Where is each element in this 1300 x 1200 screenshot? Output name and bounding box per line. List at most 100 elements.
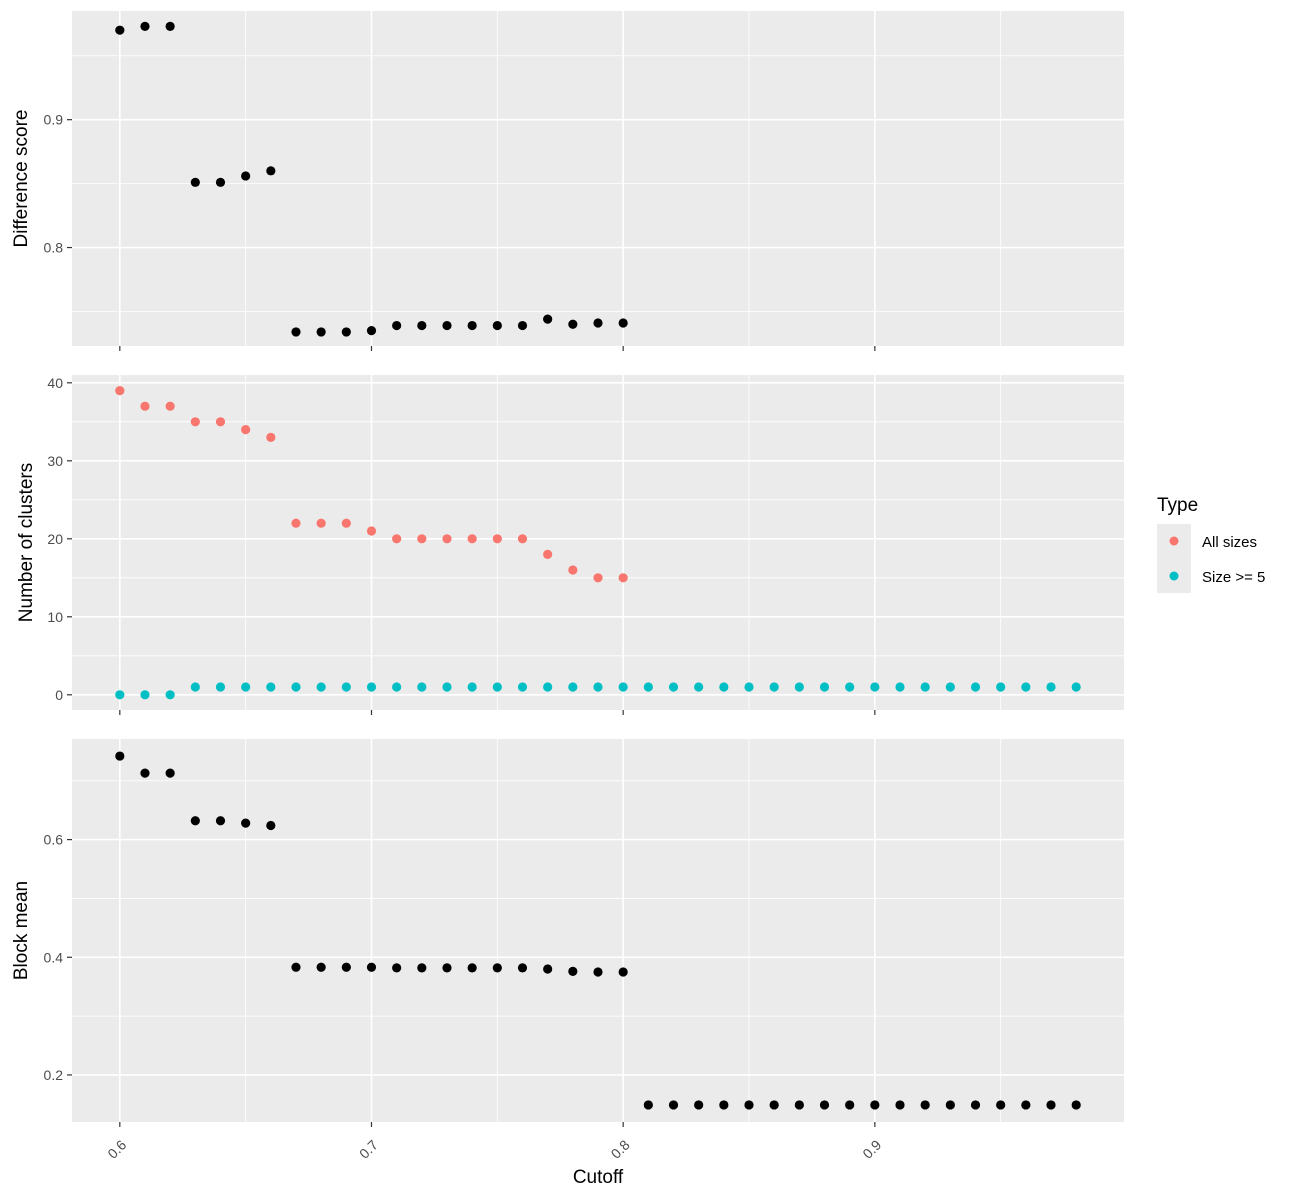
data-point	[392, 534, 402, 544]
data-point	[366, 962, 377, 972]
panel-background	[72, 375, 1124, 710]
data-point	[392, 963, 402, 973]
data-point	[140, 768, 150, 778]
data-point	[392, 682, 402, 692]
y-tick-label: 0.9	[44, 112, 64, 128]
y-tick-label: 40	[47, 375, 63, 391]
data-point	[215, 177, 226, 187]
data-point	[467, 320, 477, 331]
data-point	[115, 690, 125, 700]
series-points	[115, 21, 628, 337]
data-point	[467, 682, 477, 692]
data-point	[517, 320, 528, 331]
data-point	[115, 751, 125, 761]
panel-background	[72, 11, 1124, 346]
data-point	[870, 682, 880, 692]
data-point	[593, 967, 603, 977]
data-point	[719, 1100, 729, 1110]
legend-label-all-sizes: All sizes	[1202, 534, 1257, 551]
panels-layer: 0.8 0.9 Difference score 0 10 20 30 40 Number of…	[11, 11, 1124, 1162]
data-point	[442, 534, 452, 544]
legend: Type All sizes Size >= 5	[1157, 495, 1265, 593]
x-axis-title: Cutoff	[573, 1167, 624, 1188]
data-point	[417, 682, 427, 692]
data-point	[215, 816, 226, 826]
data-point	[1046, 1100, 1056, 1110]
data-point	[341, 327, 351, 337]
data-point	[417, 963, 427, 973]
legend-key-background	[1157, 524, 1191, 593]
data-point	[316, 518, 326, 528]
data-point	[668, 1100, 679, 1110]
data-point	[190, 816, 200, 826]
legend-label-size-5: Size >= 5	[1202, 569, 1265, 586]
data-point	[568, 682, 578, 692]
data-point	[719, 682, 729, 692]
data-point	[291, 682, 301, 692]
data-point	[819, 1100, 830, 1110]
data-point	[467, 534, 477, 544]
data-point	[543, 682, 553, 692]
data-point	[366, 526, 377, 536]
data-point	[895, 682, 905, 692]
y-tick-label: 30	[47, 453, 63, 469]
data-point	[870, 1100, 880, 1110]
data-point	[618, 967, 628, 977]
x-tick-label: 0.6	[104, 1137, 129, 1162]
data-point	[316, 962, 326, 972]
y-tick-label: 0.2	[44, 1067, 64, 1083]
data-point	[517, 963, 528, 973]
data-point	[1071, 1100, 1081, 1110]
y-tick-label: 0	[55, 687, 63, 703]
y-tick-label: 10	[47, 609, 63, 625]
data-point	[970, 682, 981, 692]
data-point	[996, 682, 1006, 692]
y-tick-label: 0.8	[44, 240, 64, 256]
data-point	[920, 1100, 930, 1110]
data-point	[140, 401, 150, 411]
data-point	[618, 573, 628, 583]
data-point	[945, 1100, 955, 1110]
data-point	[618, 682, 628, 692]
y-tick-label: 0.6	[44, 832, 64, 848]
data-point	[794, 682, 804, 692]
data-point	[643, 1100, 653, 1110]
data-point	[165, 690, 175, 700]
data-point	[165, 768, 175, 778]
y-tick-label: 20	[47, 531, 63, 547]
x-tick-label: 0.8	[608, 1137, 633, 1162]
data-point	[241, 171, 251, 181]
data-point	[266, 432, 276, 442]
data-point	[366, 682, 377, 692]
data-point	[215, 682, 226, 692]
data-point	[643, 682, 653, 692]
data-point	[467, 963, 477, 973]
data-point	[668, 682, 679, 692]
data-point	[1021, 1100, 1031, 1110]
legend-title: Type	[1157, 495, 1198, 516]
data-point	[165, 21, 175, 31]
data-point	[442, 963, 452, 973]
data-point	[694, 1100, 704, 1110]
x-tick-label: 0.7	[356, 1137, 381, 1162]
x-tick-label: 0.9	[859, 1137, 884, 1162]
data-point	[190, 417, 200, 427]
data-point	[417, 320, 427, 331]
data-point	[1071, 682, 1081, 692]
data-point	[266, 166, 276, 176]
data-point	[568, 319, 578, 329]
data-point	[392, 320, 402, 331]
data-point	[819, 682, 830, 692]
data-point	[492, 963, 502, 973]
data-point	[492, 534, 502, 544]
data-point	[266, 820, 276, 831]
data-point	[190, 177, 200, 187]
y-axis-title: Difference score	[11, 110, 32, 248]
data-point	[895, 1100, 905, 1110]
data-point	[618, 318, 628, 328]
data-point	[845, 682, 855, 692]
data-point	[442, 682, 452, 692]
y-tick-label: 0.4	[44, 949, 64, 965]
data-point	[593, 318, 603, 328]
